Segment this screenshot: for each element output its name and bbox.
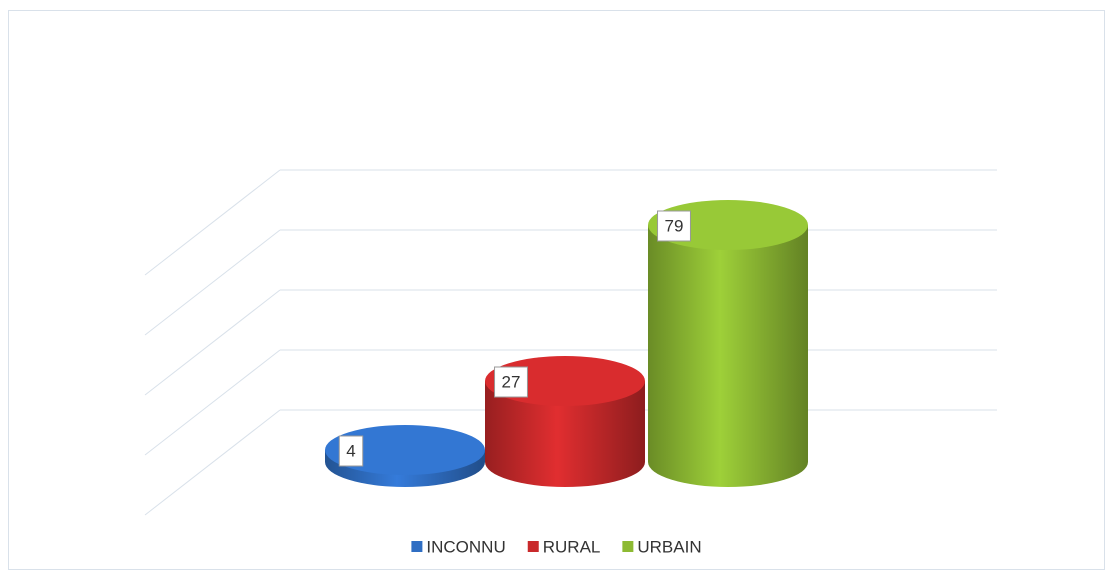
legend-label: URBAIN: [637, 537, 701, 556]
data-label-box: [494, 366, 528, 398]
data-label: 4: [346, 441, 355, 460]
data-label-box: [338, 435, 364, 467]
legend: INCONNU RURAL URBAIN: [411, 537, 702, 556]
legend-label: INCONNU: [426, 537, 505, 556]
legend-swatch: [411, 541, 423, 552]
cylinder-body: [485, 381, 645, 487]
side-grid-line: [144, 349, 281, 456]
side-grid-line: [144, 289, 281, 396]
side-grid-line: [144, 229, 281, 336]
data-label: 79: [665, 216, 684, 235]
data-label-box: [657, 210, 691, 242]
side-grid-line: [144, 169, 281, 276]
legend-swatch: [622, 541, 634, 552]
cylinder-body: [648, 225, 808, 487]
cylinder-top: [325, 425, 485, 475]
legend-label: RURAL: [543, 537, 601, 556]
legend-swatch: [527, 541, 539, 552]
data-label: 27: [502, 372, 521, 391]
side-grid-line: [144, 409, 281, 516]
